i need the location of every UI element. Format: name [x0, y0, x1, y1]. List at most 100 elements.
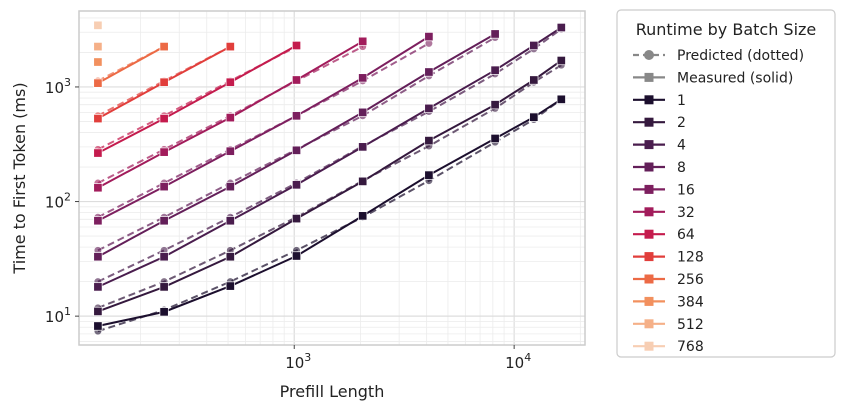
legend-item-batch-1: 1 [633, 93, 686, 109]
series-8 [93, 29, 500, 262]
legend-label: 768 [677, 339, 704, 355]
measured-point [424, 32, 434, 42]
legend-item-batch-16: 16 [633, 182, 695, 198]
legend-item-circle: Predicted (dotted) [633, 48, 804, 64]
legend-marker [644, 274, 654, 284]
measured-point [225, 113, 235, 123]
legend-item-batch-512: 512 [633, 317, 704, 333]
series-768 [93, 20, 103, 31]
legend-title: Runtime by Batch Size [636, 20, 817, 39]
legend-label: 384 [677, 294, 704, 310]
series-256 [93, 42, 169, 88]
measured-point [225, 146, 235, 156]
x-tick-label: 104 [505, 351, 531, 372]
measured-point [358, 36, 368, 46]
legend-marker [644, 95, 654, 105]
legend-box [616, 9, 836, 358]
series-1 [93, 94, 566, 336]
measured-point [529, 75, 539, 85]
series-4 [93, 22, 566, 292]
legend-label: 64 [677, 227, 695, 243]
measured-point [291, 180, 302, 190]
legend-marker [644, 72, 654, 82]
legend-label: 4 [677, 138, 686, 154]
legend-label: 2 [677, 115, 686, 131]
measured-point [358, 211, 368, 221]
measured-point [291, 214, 302, 224]
plot-area [78, 10, 586, 346]
legend-item-batch-32: 32 [633, 205, 695, 221]
measured-point [490, 65, 500, 75]
measured-point [291, 251, 302, 261]
measured-point [93, 148, 103, 158]
measured-point [159, 182, 169, 192]
series-128 [93, 42, 235, 124]
series-64 [93, 40, 302, 158]
legend-item-batch-768: 768 [633, 339, 704, 355]
measured-point [159, 42, 169, 52]
measured-point [225, 281, 235, 291]
measured-point [93, 216, 103, 226]
measured-point [159, 147, 169, 157]
measured-point [93, 252, 103, 262]
measured-point [93, 20, 103, 30]
measured-line-64 [97, 44, 297, 154]
measured-point [529, 40, 539, 51]
y-tick-label: 101 [45, 305, 71, 326]
measured-point [358, 73, 368, 83]
legend-items: Predicted (dotted) Measured (solid) 1 2 4 8 16… [633, 48, 804, 355]
plot-frame [78, 10, 586, 346]
measured-point [93, 113, 103, 124]
measured-point [358, 107, 368, 117]
measured-point [490, 133, 500, 144]
series-2 [93, 55, 566, 316]
legend: Runtime by Batch Size Predicted (dotted)… [616, 9, 836, 358]
x-axis-label: Prefill Length [280, 382, 385, 401]
series-384 [93, 57, 103, 67]
measured-point [556, 55, 566, 66]
measured-point [225, 252, 235, 262]
measured-point [291, 111, 302, 121]
measured-line-256 [97, 45, 165, 84]
legend-marker [644, 162, 654, 172]
legend-label: 128 [677, 250, 704, 266]
series-lines [93, 20, 566, 336]
legend-item-batch-8: 8 [633, 160, 686, 176]
legend-marker [644, 117, 654, 127]
measured-point [225, 182, 235, 192]
measured-point [159, 113, 169, 124]
measured-point [225, 42, 235, 52]
measured-point [159, 252, 169, 262]
legend-item-square: Measured (solid) [633, 70, 793, 86]
predicted-line-64 [97, 45, 297, 151]
legend-label: 256 [677, 272, 704, 288]
legend-label: 16 [677, 182, 695, 198]
measured-point [93, 78, 103, 88]
legend-marker [644, 140, 654, 150]
legend-marker [644, 184, 654, 194]
series-16 [93, 32, 434, 226]
measured-point [424, 103, 434, 113]
measured-point [424, 170, 434, 180]
measured-point [529, 112, 539, 122]
measured-point [225, 216, 235, 226]
measured-line-16 [97, 35, 430, 222]
measured-point [93, 183, 103, 193]
measured-point [556, 22, 566, 33]
measured-point [291, 145, 302, 155]
y-axis-label: Time to First Token (ms) [10, 82, 29, 274]
legend-label: Predicted (dotted) [677, 48, 804, 64]
legend-item-batch-2: 2 [633, 115, 686, 131]
legend-item-batch-128: 128 [633, 250, 704, 266]
y-tick-label: 102 [45, 191, 71, 212]
legend-marker [644, 319, 654, 329]
measured-point [159, 216, 169, 226]
legend-item-batch-256: 256 [633, 272, 704, 288]
legend-item-batch-64: 64 [633, 227, 695, 243]
measured-point [93, 282, 103, 292]
measured-point [93, 306, 103, 316]
series-32 [93, 36, 368, 193]
measured-point [490, 29, 500, 39]
legend-marker [644, 207, 654, 217]
